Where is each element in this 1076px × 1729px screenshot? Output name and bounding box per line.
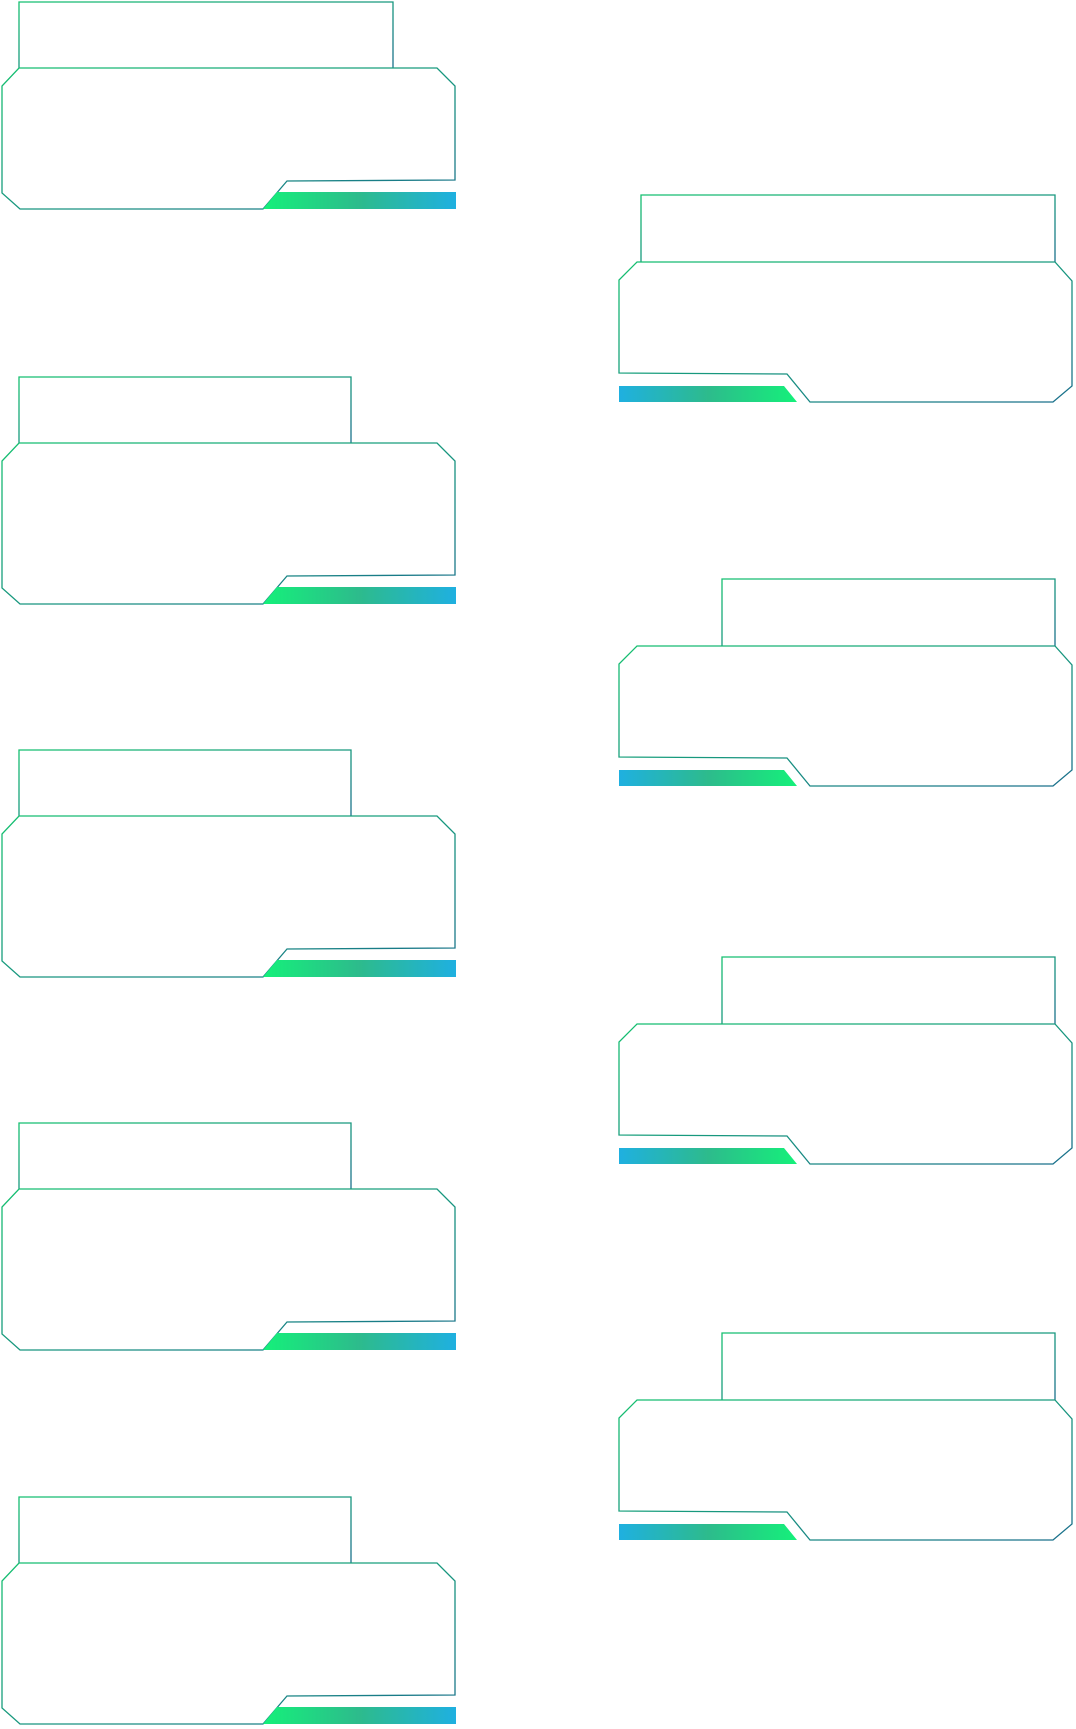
frame-body — [1, 1188, 456, 1351]
frame-tab — [721, 578, 1056, 646]
frame-body — [618, 261, 1073, 403]
accent-bar — [263, 1707, 456, 1724]
frame-tab — [18, 1122, 352, 1189]
accent-bar — [619, 1148, 797, 1164]
frame-body — [1, 67, 456, 210]
accent-bar — [263, 587, 456, 604]
frame-left-1 — [1, 1, 456, 210]
frame-body — [618, 645, 1073, 787]
accent-bar — [619, 1524, 797, 1540]
frame-tab — [18, 1496, 352, 1563]
frame-tab — [18, 376, 352, 443]
accent-bar — [263, 192, 456, 209]
accent-bar — [619, 386, 797, 402]
frame-left-3 — [1, 749, 456, 978]
frame-body — [1, 815, 456, 978]
frame-body — [618, 1399, 1073, 1541]
frame-tab — [721, 956, 1056, 1024]
frame-tab — [721, 1332, 1056, 1400]
frame-body — [618, 1023, 1073, 1165]
frame-left-4 — [1, 1122, 456, 1351]
frame-left-2 — [1, 376, 456, 605]
frame-left-5 — [1, 1496, 456, 1725]
frame-tab — [18, 1, 394, 68]
frame-tab — [640, 194, 1056, 262]
frame-tab — [18, 749, 352, 816]
frame-right-4 — [618, 1332, 1073, 1541]
accent-bar — [619, 770, 797, 786]
frame-body — [1, 442, 456, 605]
frame-body — [1, 1562, 456, 1725]
frame-right-2 — [618, 578, 1073, 787]
frame-right-1 — [618, 194, 1073, 403]
accent-bar — [263, 1333, 456, 1350]
frame-right-3 — [618, 956, 1073, 1165]
accent-bar — [263, 960, 456, 977]
